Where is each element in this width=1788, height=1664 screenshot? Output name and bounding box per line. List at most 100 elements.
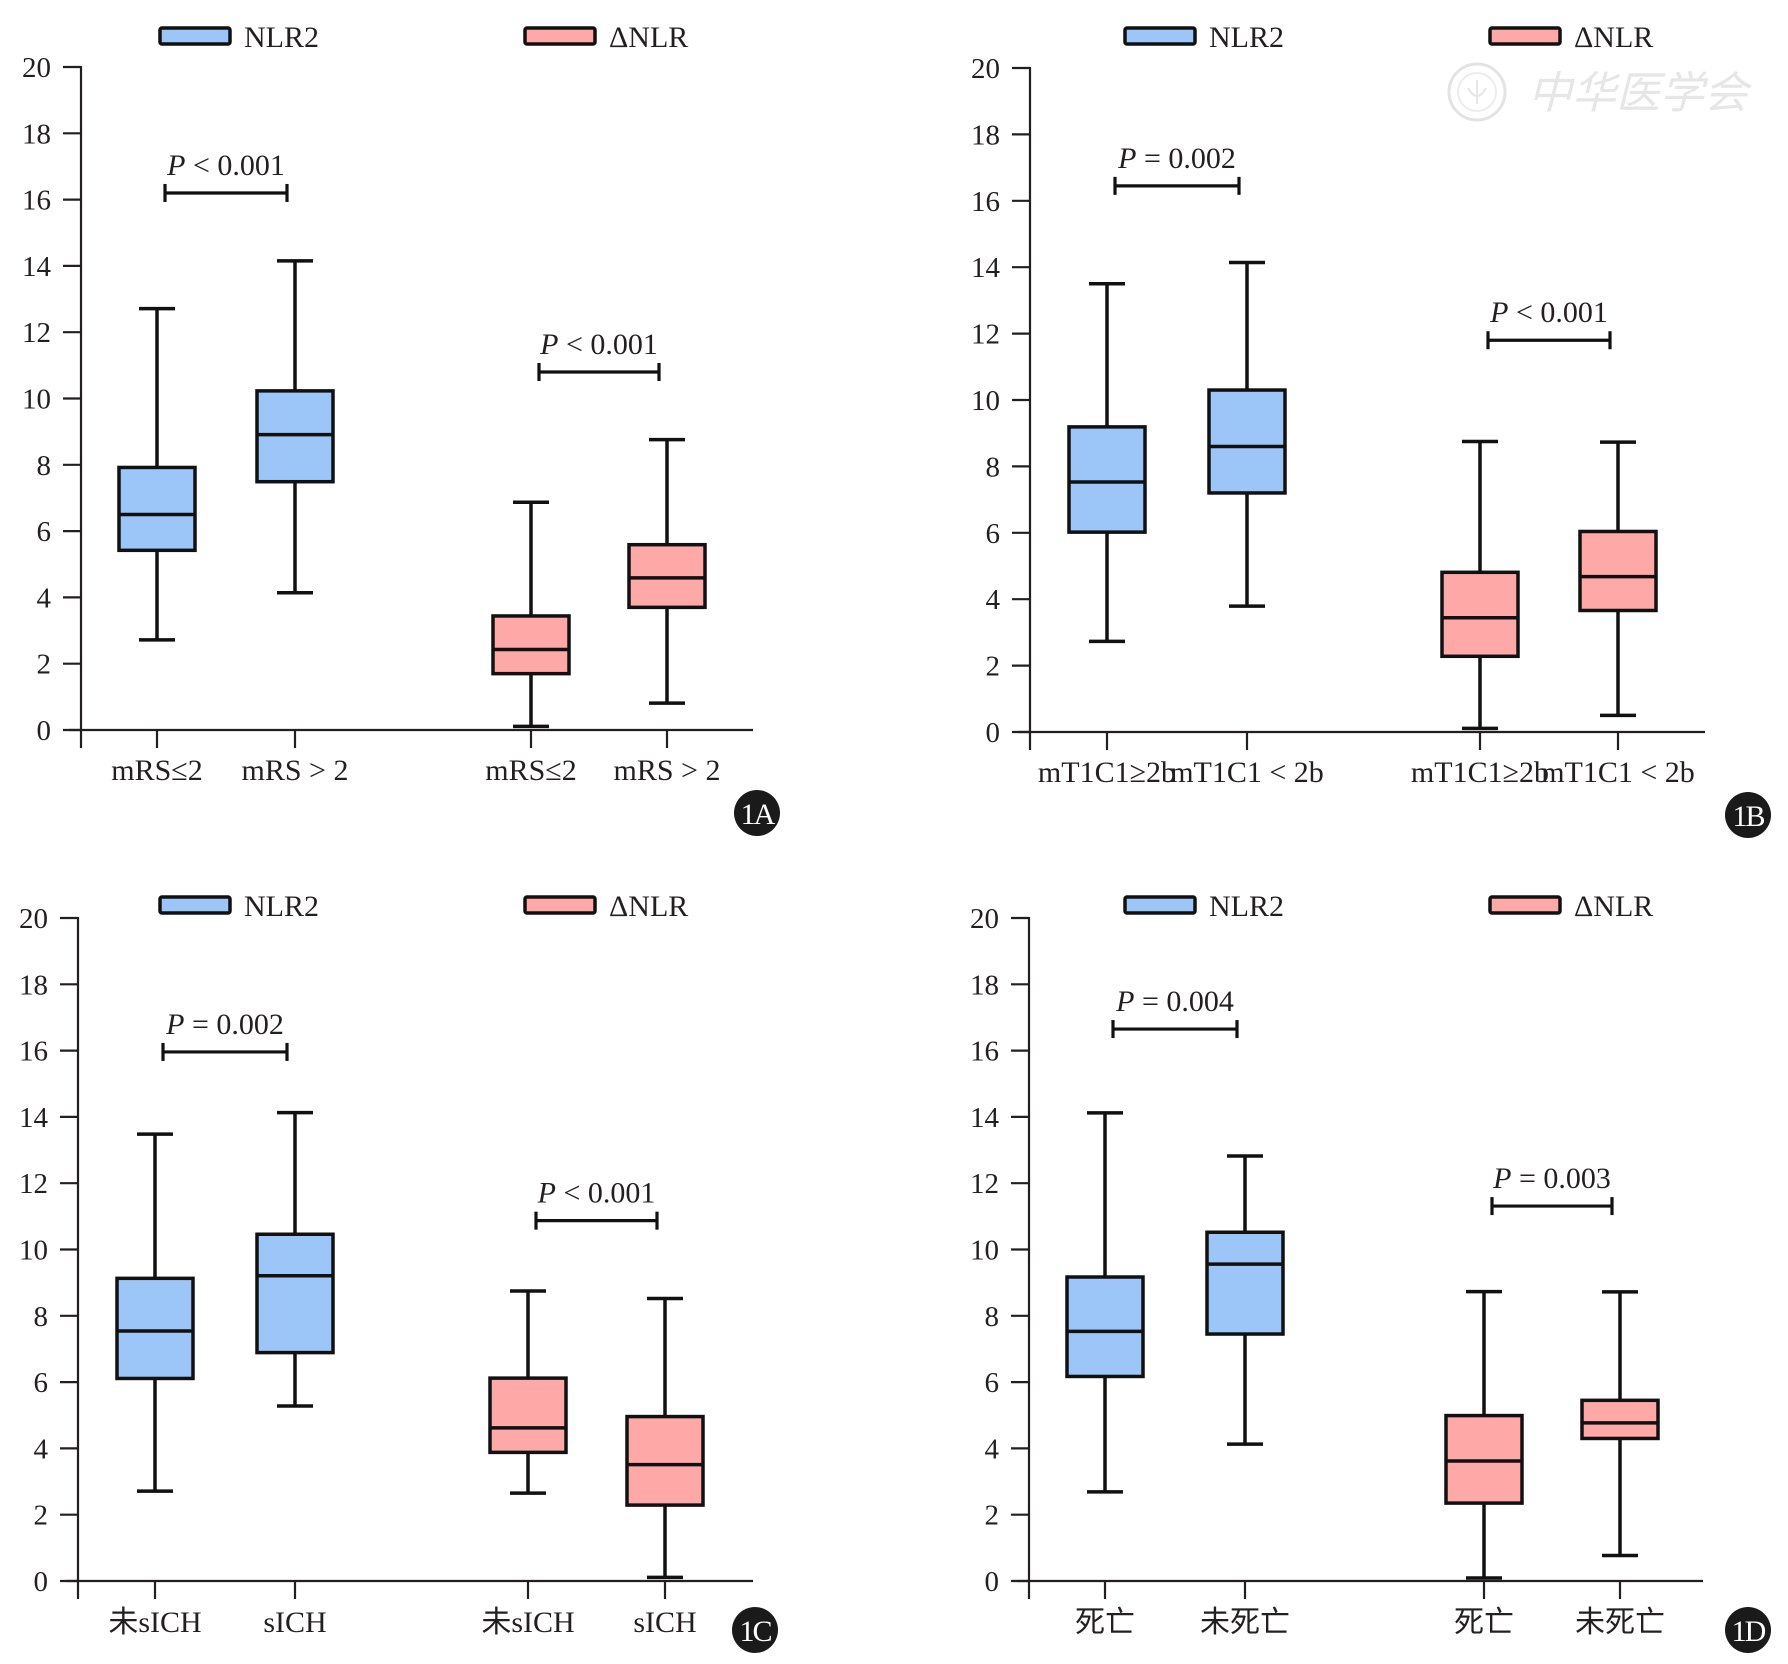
y-tick-label: 16 xyxy=(971,186,1000,218)
iqr-box xyxy=(627,542,707,610)
p-value: = 0.004 xyxy=(1134,985,1233,1018)
p-symbol: P xyxy=(166,149,185,182)
legend-swatch-delta-nlr xyxy=(523,26,597,46)
box-delta-nlr xyxy=(1444,1289,1524,1580)
x-category-label: 未死亡 xyxy=(1200,1606,1290,1639)
significance-bracket: P < 0.001 xyxy=(1486,296,1612,350)
y-tick-label: 0 xyxy=(985,1566,1000,1598)
iqr-box xyxy=(1067,425,1147,534)
panel-1c: 0 2 4 6 8 10 12 14 16 18 20 未sICH sICH 未sICH sICH NLR2 Δ… xyxy=(19,890,778,1653)
p-value-label: P = 0.002 xyxy=(1117,142,1236,175)
panel-1a: 0 2 4 6 8 10 12 14 16 18 20 mRS≤2 mRS > 2 mRS≤2 mRS > … xyxy=(22,21,780,836)
legend-label: ΔNLR xyxy=(609,21,688,54)
p-value-label: P < 0.001 xyxy=(166,149,285,182)
legend-swatch-delta-nlr xyxy=(523,895,597,915)
box-nlr2 xyxy=(117,306,197,642)
p-value-label: P = 0.003 xyxy=(1492,1162,1611,1195)
iqr-box xyxy=(1205,1230,1285,1336)
x-category-label: mT1C1 < 2b xyxy=(1541,756,1695,789)
p-value: < 0.001 xyxy=(558,328,657,361)
p-value: = 0.002 xyxy=(184,1008,283,1041)
y-tick-label: 8 xyxy=(986,451,1001,483)
p-value: < 0.001 xyxy=(185,149,284,182)
y-tick-label: 8 xyxy=(37,450,52,482)
watermark-text: 中华医学会 xyxy=(1528,69,1752,118)
p-value-label: P = 0.002 xyxy=(165,1008,284,1041)
p-value: < 0.001 xyxy=(556,1177,655,1210)
y-tick-label: 20 xyxy=(970,903,999,935)
p-value-label: P = 0.004 xyxy=(1115,985,1234,1018)
p-symbol: P xyxy=(1492,1162,1511,1195)
box-nlr2 xyxy=(1205,1154,1285,1446)
iqr-box xyxy=(1440,570,1520,659)
y-tick-label: 14 xyxy=(19,1102,49,1134)
panel-1d: 0 2 4 6 8 10 12 14 16 18 20 死亡 未死亡 死亡 未死亡 NLR2 ΔNLR P = 0… xyxy=(970,890,1771,1653)
y-tick-label: 10 xyxy=(970,1235,999,1267)
box-delta-nlr xyxy=(625,1296,705,1580)
legend-swatch-nlr2 xyxy=(158,26,232,46)
box-delta-nlr xyxy=(491,500,571,729)
panel-badge: 1C xyxy=(732,1607,778,1653)
p-symbol: P xyxy=(537,1177,556,1210)
y-tick-label: 10 xyxy=(19,1235,48,1267)
panel-badge: 1D xyxy=(1725,1607,1771,1653)
y-tick-label: 12 xyxy=(971,319,1000,351)
significance-bracket: P = 0.004 xyxy=(1111,985,1239,1039)
legend-swatch-nlr2 xyxy=(158,895,232,915)
legend-label: NLR2 xyxy=(1209,890,1284,923)
p-value-label: P < 0.001 xyxy=(1489,296,1608,329)
significance-bracket: P = 0.002 xyxy=(1113,142,1241,195)
p-value-label: P < 0.001 xyxy=(537,1177,656,1210)
x-category-label: 死亡 xyxy=(1454,1606,1514,1639)
badge-label: 1B xyxy=(1732,800,1764,833)
iqr-box xyxy=(1207,388,1287,495)
x-category-label: mT1C1≥2b xyxy=(1038,756,1176,789)
p-value: = 0.002 xyxy=(1136,142,1235,175)
p-value: < 0.001 xyxy=(1508,296,1607,329)
y-tick-label: 4 xyxy=(985,1433,1000,1465)
y-tick-label: 2 xyxy=(986,651,1001,683)
iqr-box xyxy=(491,614,571,676)
badge-circle xyxy=(732,1607,778,1653)
legend-label: ΔNLR xyxy=(1574,21,1653,54)
iqr-box xyxy=(625,1414,705,1507)
box-nlr2 xyxy=(1207,260,1287,608)
iqr-box xyxy=(1580,1398,1660,1441)
p-value: = 0.003 xyxy=(1511,1162,1610,1195)
box-delta-nlr xyxy=(1580,1290,1660,1558)
x-category-label: 死亡 xyxy=(1075,1606,1135,1639)
box-delta-nlr xyxy=(488,1289,568,1495)
box-nlr2 xyxy=(255,1110,335,1408)
y-tick-label: 2 xyxy=(37,649,52,681)
y-tick-label: 14 xyxy=(971,252,1001,284)
y-tick-label: 0 xyxy=(34,1566,49,1598)
badge-circle xyxy=(1725,792,1771,838)
y-tick-label: 4 xyxy=(986,584,1001,616)
y-tick-label: 18 xyxy=(19,969,48,1001)
y-tick-label: 6 xyxy=(37,516,52,548)
badge-label: 1C xyxy=(739,1615,771,1648)
panel-badge: 1A xyxy=(734,790,780,836)
significance-bracket: P < 0.001 xyxy=(534,1177,659,1230)
iqr-box xyxy=(1065,1275,1145,1379)
x-category-label: mT1C1≥2b xyxy=(1411,756,1549,789)
society-emblem-icon xyxy=(1447,62,1507,122)
watermark: 中华医学会 xyxy=(1447,62,1752,122)
significance-bracket: P < 0.001 xyxy=(537,328,661,381)
y-tick-label: 4 xyxy=(37,582,52,614)
y-tick-label: 6 xyxy=(986,518,1001,550)
y-tick-label: 18 xyxy=(970,969,999,1001)
y-tick-label: 12 xyxy=(19,1168,48,1200)
badge-label: 1D xyxy=(1732,1615,1766,1648)
legend-swatch-nlr2 xyxy=(1123,895,1197,915)
p-symbol: P xyxy=(1115,985,1134,1018)
legend-label: ΔNLR xyxy=(1574,890,1653,923)
iqr-box xyxy=(1578,529,1658,613)
y-tick-label: 10 xyxy=(971,385,1000,417)
x-category-label: 未sICH xyxy=(481,1606,574,1639)
box-nlr2 xyxy=(115,1132,195,1493)
x-category-label: mRS > 2 xyxy=(614,754,721,787)
y-tick-label: 12 xyxy=(970,1168,999,1200)
